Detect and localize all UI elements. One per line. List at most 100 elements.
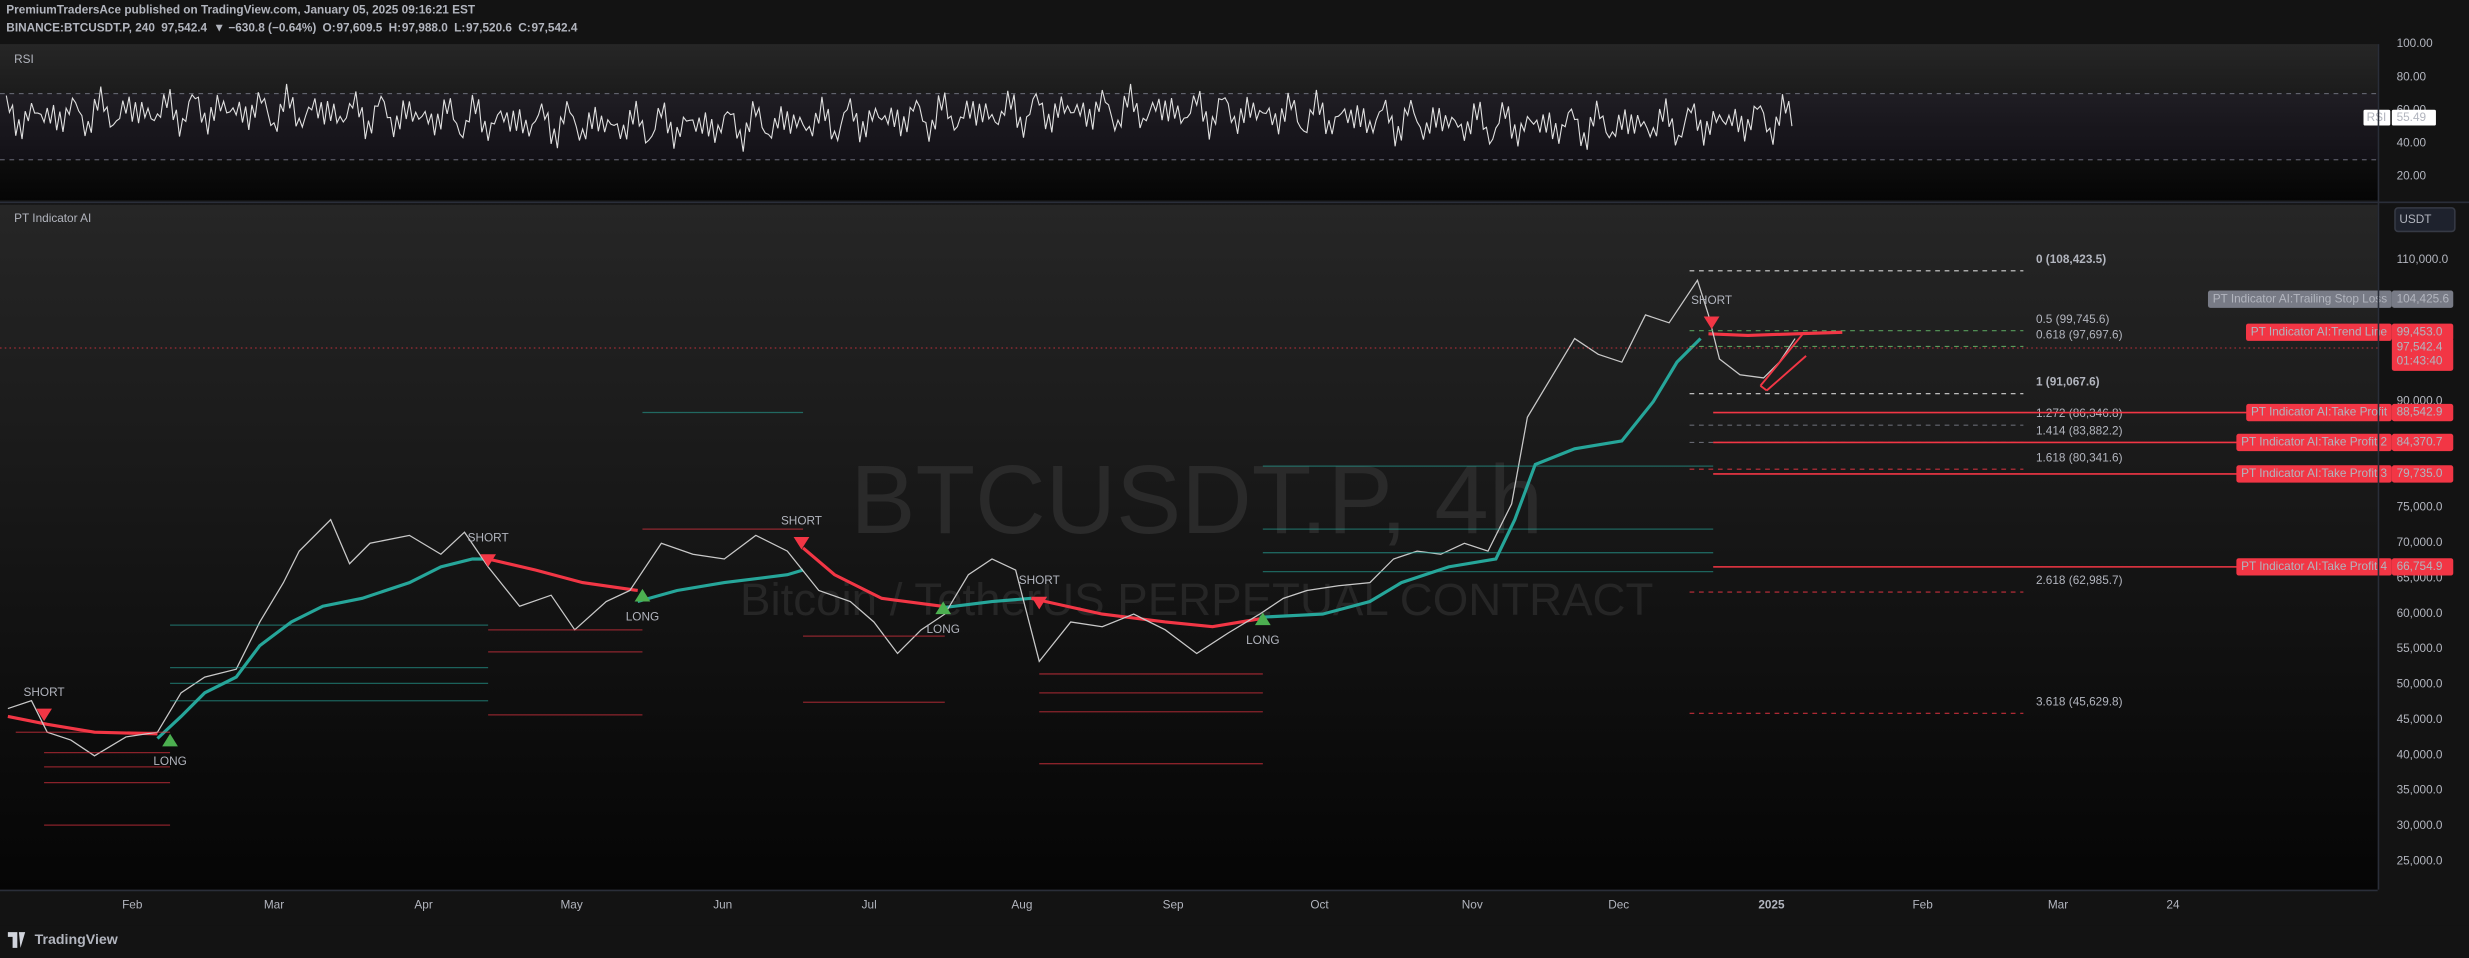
rsi-band-fill — [0, 93, 2378, 160]
footer-brand: TradingView — [35, 932, 119, 948]
time-tick-label: Apr — [414, 898, 432, 912]
signal-label: LONG — [1246, 633, 1279, 647]
badge-name: PT Indicator AI:Take Profit 2 — [2241, 435, 2387, 449]
main-pane — [0, 204, 2378, 890]
trailing-support-line — [637, 568, 804, 604]
change: ▼ −630.8 (−0.64%) — [213, 20, 316, 34]
fib-label: 0.618 (97,697.6) — [2036, 328, 2123, 342]
trailing-support-line — [156, 557, 489, 740]
fib-label: 1.618 (80,341.6) — [2036, 450, 2123, 464]
time-tick-label: Oct — [1310, 898, 1329, 912]
trailing-resist-line — [802, 546, 942, 608]
last-price: 97,542.4 — [161, 20, 207, 34]
trailing-resist-line — [1708, 330, 1843, 337]
price-tick-label: 60,000.0 — [2397, 606, 2443, 620]
badge-name-bg — [2245, 323, 2392, 341]
badge-name: PT Indicator AI:Trend Line — [2251, 324, 2388, 338]
signal-arrow — [634, 588, 651, 602]
price-tick-label: 110,000.0 — [2397, 252, 2449, 266]
time-tick-label: Feb — [122, 898, 143, 912]
rsi-title: RSI — [14, 52, 34, 66]
signal-arrow — [36, 708, 52, 722]
price-tick-label: 70,000.0 — [2397, 535, 2443, 549]
badge-value: 99,453.0 — [2397, 324, 2443, 338]
watermark-name: Bitcoin / TetherUS PERPETUAL CONTRACT — [740, 574, 1653, 625]
ohlc-label: L: — [454, 20, 465, 34]
trailing-resist-line — [7, 714, 158, 736]
footer-bar — [0, 925, 2469, 958]
price-tick-label: 25,000.0 — [2397, 853, 2443, 867]
time-tick-label: Mar — [2048, 898, 2068, 912]
price-tick-label: 50,000.0 — [2397, 677, 2443, 691]
time-tick-label: Feb — [1912, 898, 1933, 912]
time-tick-label: Nov — [1462, 898, 1483, 912]
price-tick-label: 75,000.0 — [2397, 500, 2443, 514]
badge-name-bg — [2246, 403, 2392, 422]
time-tick-label: May — [560, 898, 582, 912]
trailing-support-line — [1259, 337, 1702, 619]
signal-arrow — [162, 733, 178, 747]
price-tick-label: 35,000.0 — [2397, 783, 2443, 797]
time-tick-label: Sep — [1163, 898, 1184, 912]
rsi-value-bg — [2391, 109, 2436, 126]
signal-label: SHORT — [1019, 573, 1060, 587]
badge-name-bg — [2207, 290, 2392, 308]
price-tick-label: 55,000.0 — [2397, 641, 2443, 655]
signal-label: SHORT — [24, 685, 65, 699]
time-tick-label: 2025 — [1758, 898, 1785, 912]
ohlc-value: 97,542.4 — [532, 20, 578, 34]
price-badge-countdown: 01:43:40 — [2397, 353, 2443, 367]
time-tick-label: Dec — [1608, 898, 1629, 912]
trailing-resist-line — [487, 557, 638, 593]
time-tick-label: Mar — [264, 898, 284, 912]
watermark-symbol: BTCUSDT.P, 4h — [850, 445, 1543, 554]
badge-value-bg — [2391, 403, 2454, 422]
signal-label: LONG — [926, 622, 959, 636]
header-line: PremiumTradersAce published on TradingVi… — [6, 2, 476, 16]
badge-value: 66,754.9 — [2397, 559, 2443, 573]
symbol: BINANCE:BTCUSDT.P, 240 — [6, 20, 155, 34]
ohlc-value: 97,520.6 — [466, 20, 512, 34]
badge-value-bg — [2391, 558, 2454, 576]
signal-label: LONG — [626, 609, 659, 623]
time-tick-label: Aug — [1011, 898, 1032, 912]
trailing-resist-line — [1031, 596, 1260, 629]
badge-name: PT Indicator AI:Trailing Stop Loss — [2213, 291, 2388, 305]
fib-label: 1 (91,067.6) — [2036, 375, 2100, 389]
rsi-tick-label: 40.00 — [2397, 135, 2427, 149]
fib-label: 0 (108,423.5) — [2036, 252, 2106, 266]
price-tick-label: 30,000.0 — [2397, 818, 2443, 832]
fib-label: 3.618 (45,629.8) — [2036, 694, 2123, 708]
trailing-support-line — [941, 596, 1032, 610]
badge-value-bg — [2391, 465, 2454, 483]
badge-name: PT Indicator AI:Take Profit 3 — [2241, 466, 2387, 480]
signal-label: SHORT — [1691, 293, 1732, 307]
rsi-tick-label: 80.00 — [2397, 69, 2427, 83]
currency-button[interactable] — [2394, 207, 2456, 233]
rsi-badge-name: RSI — [2367, 110, 2387, 124]
badge-name-bg — [2236, 433, 2392, 452]
price-tick-label: 45,000.0 — [2397, 712, 2443, 726]
rsi-line — [5, 83, 1793, 152]
badge-value: 104,425.6 — [2397, 291, 2450, 305]
ohlc-label: C: — [518, 20, 530, 34]
ohlc-label: H: — [389, 20, 401, 34]
wedge-drawing — [1759, 333, 1807, 392]
fib-label: 2.618 (62,985.7) — [2036, 573, 2123, 587]
rsi-tick-label: 20.00 — [2397, 168, 2427, 182]
header-quote: BINANCE:BTCUSDT.P, 240 97,542.4 ▼ −630.8 (… — [6, 20, 578, 34]
badge-value: 79,735.0 — [2397, 466, 2443, 480]
badge-name: PT Indicator AI:Take Profit — [2251, 405, 2388, 419]
badge-value-bg — [2391, 323, 2454, 341]
signal-arrow — [793, 536, 810, 550]
signal-label: LONG — [153, 754, 186, 768]
badge-value: 88,542.9 — [2397, 405, 2443, 419]
time-tick-label: 24 — [2166, 898, 2180, 912]
fib-label: 0.5 (99,745.6) — [2036, 312, 2110, 326]
price-badge-bg — [2391, 337, 2454, 371]
ohlc-label: O: — [323, 20, 336, 34]
time-tick-label: Jul — [862, 898, 877, 912]
badge-value-bg — [2391, 290, 2454, 308]
badge-value: 84,370.7 — [2397, 435, 2443, 449]
signal-arrow — [1703, 316, 1720, 330]
